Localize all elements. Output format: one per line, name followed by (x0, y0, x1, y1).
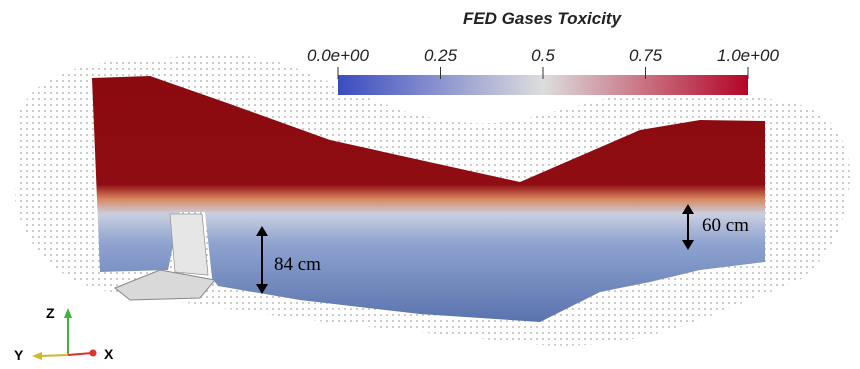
colorbar-ticks: 0.0e+00 0.25 0.5 0.75 1.0e+00 (307, 46, 780, 79)
annotation: 60 cm (702, 215, 749, 236)
colorbar-tick-label: 0.75 (629, 46, 663, 65)
axis-label: Y (14, 347, 24, 363)
axis-label: Z (46, 305, 55, 321)
colorbar-tick-label: 0.0e+00 (307, 46, 369, 65)
wall-opening (169, 213, 209, 276)
axes-triad (32, 308, 97, 360)
floor-grid (114, 269, 216, 301)
axis-label: X (104, 346, 114, 362)
colorbar (338, 75, 748, 95)
height-marker (256, 204, 694, 294)
colorbar-title: FED Gases Toxicity (463, 9, 623, 28)
colorbar-tick-label: 0.5 (531, 46, 555, 65)
annotation: 84 cm (274, 254, 321, 275)
colorbar-tick-label: 0.25 (424, 46, 458, 65)
wall-volume (92, 76, 765, 322)
colorbar-tick-label: 1.0e+00 (717, 46, 779, 65)
